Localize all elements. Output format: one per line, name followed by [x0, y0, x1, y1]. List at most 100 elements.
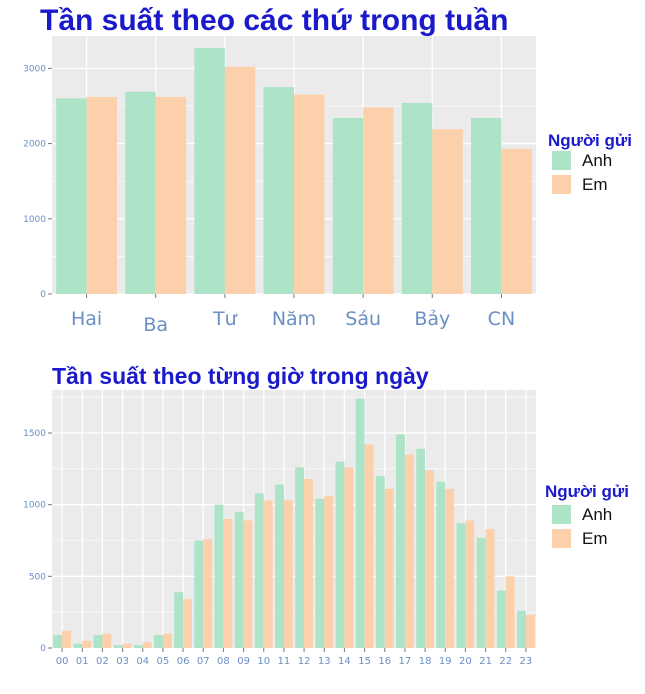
bar-em-19: [445, 488, 455, 648]
x-tick-label: Ba: [143, 314, 168, 336]
chart-title: Tần suất theo các thứ trong tuần: [40, 4, 508, 37]
bar-em-18: [425, 470, 434, 648]
x-tick-label: 17: [399, 656, 412, 667]
bar-em-22: [505, 576, 515, 648]
x-tick-label: Tư: [212, 308, 238, 330]
bar-em-03: [122, 643, 132, 648]
x-tick-label: Sáu: [345, 308, 381, 330]
x-tick-label: 20: [459, 656, 472, 667]
bar-anh-21: [476, 537, 486, 648]
bar-anh-13: [315, 498, 325, 648]
bar-em-14: [344, 467, 354, 648]
legend-swatch-em: [552, 175, 571, 194]
bar-anh-20: [456, 523, 466, 648]
bar-anh-07: [194, 540, 204, 648]
bar-em-09: [243, 520, 253, 648]
y-tick-label: 1500: [23, 429, 46, 439]
bar-em-cn: [501, 148, 532, 294]
legend-swatch-anh: [552, 151, 571, 170]
bar-anh-05: [154, 635, 163, 648]
x-tick-label: 00: [56, 656, 69, 667]
bar-em-08: [223, 519, 233, 648]
legend-swatch-em: [552, 529, 571, 548]
x-tick-label: 10: [257, 656, 270, 667]
bar-anh-06: [174, 592, 184, 648]
bar-em-hai: [86, 96, 117, 294]
legend-label-em: Em: [582, 175, 608, 194]
bar-anh-22: [496, 590, 506, 648]
legend-label-anh: Anh: [582, 505, 612, 524]
x-tick-label: 01: [76, 656, 89, 667]
x-tick-label: 16: [378, 656, 391, 667]
bar-anh-năm: [263, 87, 294, 295]
y-tick-label: 3000: [23, 64, 46, 74]
bar-anh-14: [335, 461, 345, 648]
y-tick-label: 2000: [23, 140, 46, 150]
x-tick-label: 21: [479, 656, 492, 667]
x-tick-label: 05: [157, 656, 170, 667]
legend-swatch-anh: [552, 505, 571, 524]
x-tick-label: 13: [318, 656, 331, 667]
legend-label-em: Em: [582, 529, 608, 548]
bar-anh-hai: [56, 98, 87, 294]
y-tick-label: 1000: [23, 215, 46, 225]
x-tick-label: 14: [338, 656, 351, 667]
bar-em-16: [384, 488, 394, 648]
x-tick-label: 12: [298, 656, 311, 667]
bar-anh-00: [53, 635, 63, 648]
bar-em-10: [263, 500, 273, 648]
x-tick-label: 19: [439, 656, 452, 667]
chart-1: 0 1000 2000 3000 Hai Ba Tư Năm Sáu Bảy CN Tần suất …: [23, 4, 632, 336]
y-tick-label: 0: [40, 644, 46, 654]
bar-anh-cn: [471, 117, 502, 294]
bar-em-năm: [294, 94, 325, 294]
bar-anh-01: [73, 643, 83, 648]
bar-em-00: [62, 630, 71, 648]
bar-anh-ba: [125, 91, 156, 294]
bar-anh-02: [93, 635, 103, 648]
y-tick-label: 500: [29, 572, 46, 582]
bar-em-17: [404, 454, 414, 648]
bar-anh-12: [295, 467, 305, 648]
bar-em-04: [142, 642, 152, 648]
bar-em-23: [525, 615, 535, 648]
bar-em-11: [283, 500, 293, 648]
bar-em-07: [203, 539, 213, 648]
bar-em-02: [102, 633, 112, 648]
bar-em-tư: [224, 66, 256, 294]
bar-anh-19: [436, 481, 446, 648]
x-tick-label: 02: [96, 656, 109, 667]
y-tick-label: 1000: [23, 501, 46, 511]
bar-em-05: [162, 633, 172, 648]
bar-anh-04: [133, 645, 143, 648]
bar-em-06: [183, 599, 192, 648]
legend-label-anh: Anh: [582, 151, 612, 170]
bar-anh-bảy: [401, 102, 433, 294]
x-tick-label: 06: [177, 656, 190, 667]
bar-em-15: [364, 444, 374, 648]
bar-anh-03: [113, 645, 123, 648]
x-tick-label: 15: [358, 656, 371, 667]
x-tick-label: 03: [116, 656, 129, 667]
x-tick-label: Hai: [71, 308, 102, 330]
bar-em-21: [485, 529, 495, 648]
chart-title: Tần suất theo từng giờ trong ngày: [52, 363, 429, 389]
legend-title: Người gửi: [548, 131, 632, 150]
bar-anh-16: [375, 476, 385, 648]
bar-anh-17: [396, 434, 405, 648]
x-tick-label: 09: [237, 656, 250, 667]
bar-em-ba: [155, 96, 187, 294]
bar-em-12: [304, 478, 313, 648]
bar-em-20: [465, 520, 475, 648]
chart-2: 0 500 1000 1500 00 01 02 03 04 05 06 07 08 09 10 11 12 13…: [23, 363, 629, 667]
bar-em-13: [324, 496, 334, 648]
bar-em-sáu: [363, 107, 394, 294]
x-tick-label: Bảy: [414, 308, 450, 330]
x-tick-label: Năm: [272, 308, 316, 330]
bar-em-01: [82, 640, 92, 648]
x-tick-label: 07: [197, 656, 210, 667]
legend-title: Người gửi: [545, 482, 629, 501]
bar-anh-09: [234, 511, 244, 648]
